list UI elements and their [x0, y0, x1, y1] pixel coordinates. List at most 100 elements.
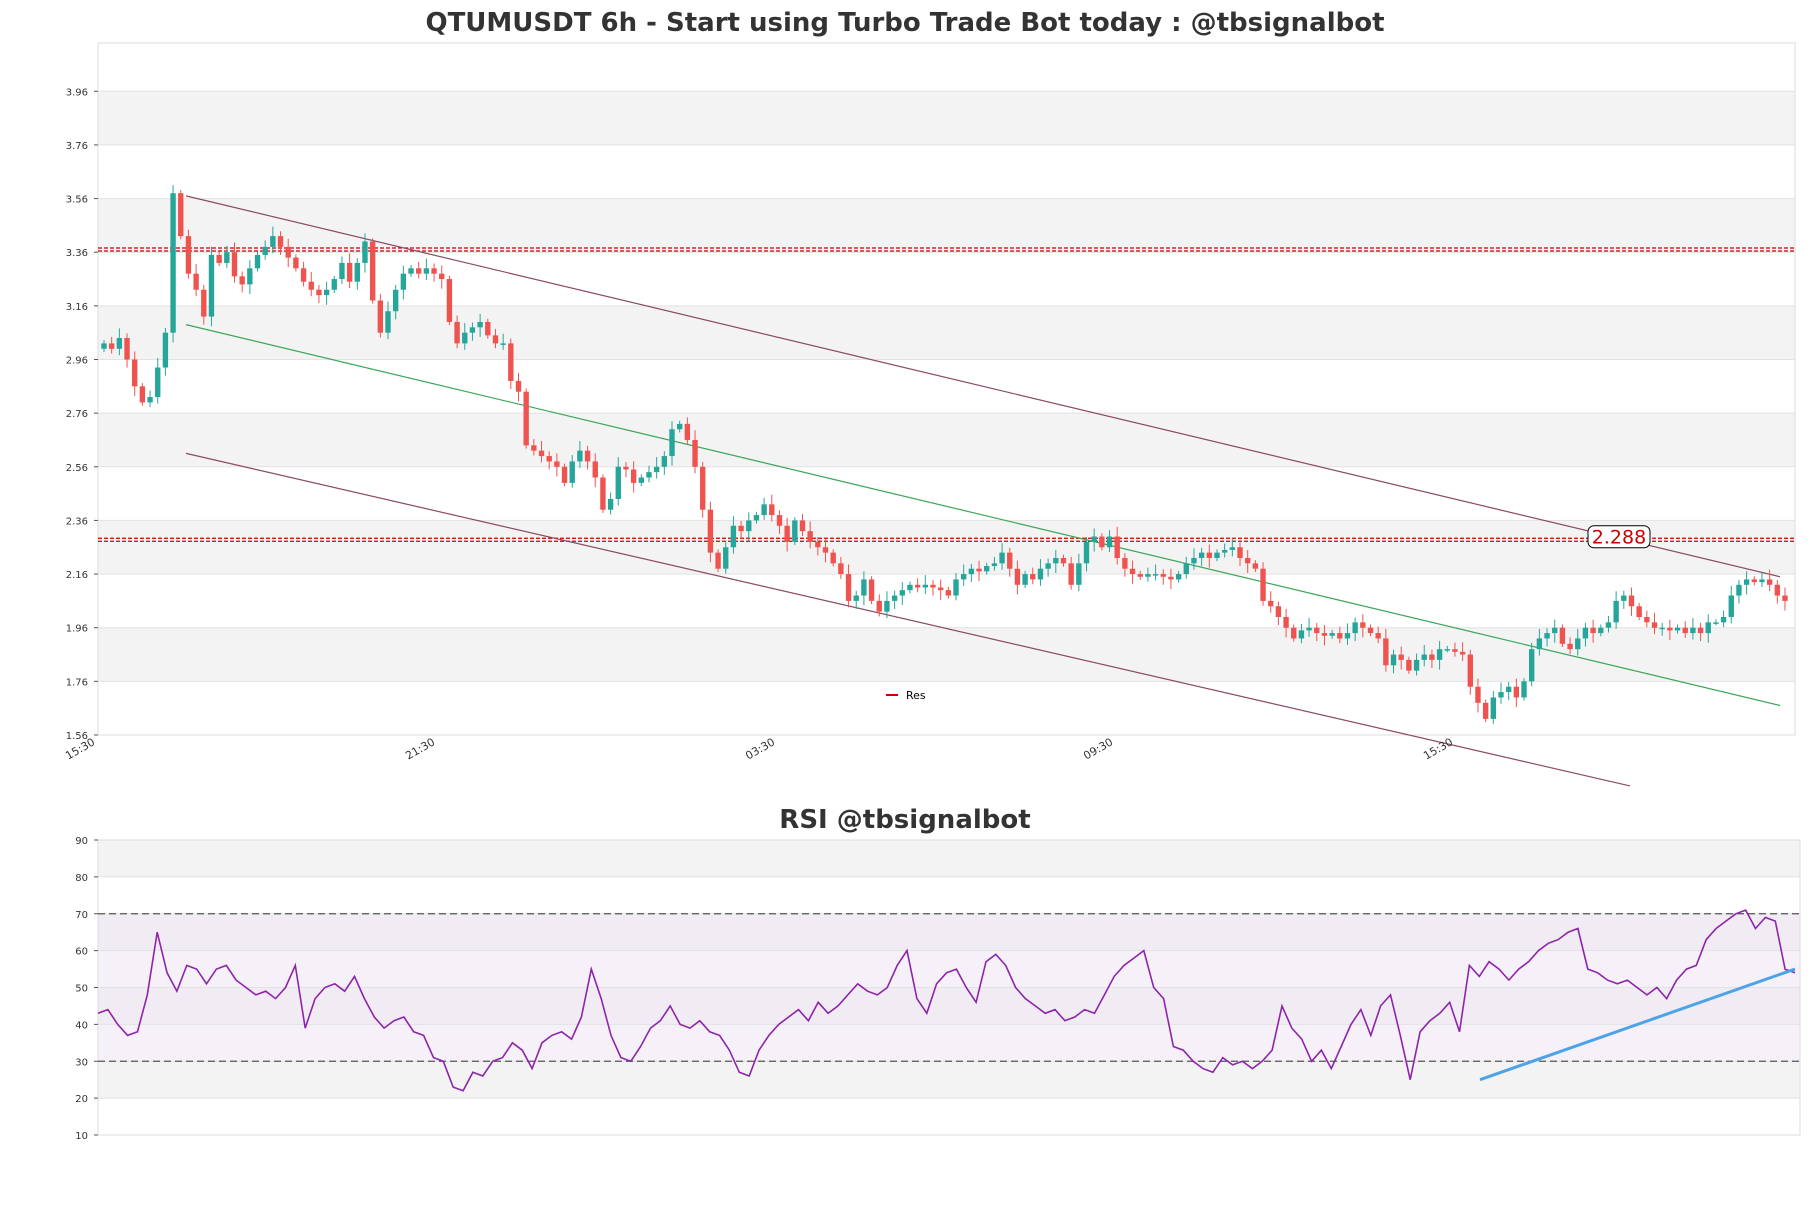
candle-body	[584, 450, 591, 462]
candle-body	[630, 469, 637, 483]
candle-body	[331, 279, 337, 290]
candle-body	[1068, 563, 1074, 585]
candle-body	[1590, 627, 1596, 634]
candle-body	[822, 547, 829, 553]
candle-body	[799, 520, 806, 532]
candle-body	[876, 600, 882, 612]
price-overlay-lines: 2.288 Res	[98, 195, 1795, 787]
candle-body	[945, 590, 952, 596]
candle-body	[1114, 536, 1120, 558]
candle-body	[1260, 568, 1266, 601]
rsi-y-tick-label: 10	[75, 1131, 88, 1142]
candle-body	[346, 262, 353, 282]
candle-body	[600, 477, 606, 510]
candle-body	[538, 450, 545, 457]
candle-body	[300, 268, 307, 282]
candle-body	[1268, 600, 1274, 607]
candle-body	[1774, 584, 1781, 596]
candle-body	[1505, 686, 1512, 693]
candle-body	[1252, 563, 1259, 569]
y-tick-label: 1.76	[66, 677, 88, 688]
candle-body	[577, 450, 583, 462]
candle-body	[316, 289, 322, 296]
candle-body	[1743, 579, 1750, 585]
rsi-y-tick-label: 50	[75, 984, 88, 995]
candle-body	[155, 367, 161, 398]
candle-body	[392, 289, 399, 312]
candle-body	[891, 595, 898, 601]
candle-body	[1007, 552, 1013, 569]
rsi-chart-title: RSI @tbsignalbot	[779, 805, 1030, 835]
channel-mid-line	[185, 324, 1781, 707]
candle-body	[185, 236, 192, 274]
candle-body	[1621, 595, 1627, 601]
candle-body	[853, 595, 859, 601]
candle-body	[531, 445, 537, 451]
candle-body	[362, 241, 368, 263]
candle-body	[454, 321, 460, 344]
candle-body	[615, 466, 621, 499]
candle-body	[1490, 697, 1497, 719]
candle-body	[1221, 549, 1228, 553]
y-tick-label: 3.36	[66, 248, 88, 259]
candle-body	[1053, 557, 1059, 564]
rsi-y-tick-label: 40	[75, 1020, 88, 1031]
y-tick-label: 2.16	[66, 570, 88, 581]
candle-body	[1245, 557, 1251, 564]
candle-body	[922, 584, 928, 588]
candle-body	[861, 579, 867, 596]
candle-body	[139, 386, 146, 403]
candle-body	[1575, 638, 1581, 650]
candle-body	[1559, 627, 1566, 644]
candle-body	[1544, 633, 1550, 639]
candle-body	[554, 461, 560, 467]
candle-body	[1383, 638, 1389, 666]
candle-body	[1060, 557, 1067, 564]
channel-upper-line	[185, 195, 1781, 578]
candle-body	[1175, 574, 1182, 580]
candle-body	[431, 268, 437, 274]
channel-lower-line	[185, 452, 1631, 787]
candle-body	[1613, 600, 1619, 623]
candle-body	[1429, 654, 1435, 660]
candle-body	[231, 252, 238, 277]
candle-body	[646, 472, 652, 478]
candle-body	[868, 579, 875, 601]
rsi-lines	[97, 909, 1800, 1092]
candle-body	[369, 241, 376, 301]
candle-body	[784, 525, 790, 542]
grid-band	[98, 627, 1795, 682]
candle-body	[1329, 633, 1335, 636]
y-tick-label: 3.16	[66, 302, 88, 313]
candle-body	[914, 584, 921, 588]
candle-body	[500, 343, 506, 345]
candle-body	[1536, 638, 1543, 650]
rsi-y-tick-label: 60	[75, 947, 88, 958]
candle-body	[469, 327, 476, 333]
candle-body	[684, 423, 691, 440]
candle-body	[1014, 568, 1021, 585]
candle-body	[884, 600, 890, 612]
candle-body	[239, 276, 245, 285]
candle-body	[1705, 622, 1711, 634]
x-tick-label: 09:30	[1081, 735, 1115, 762]
candle-body	[776, 515, 783, 526]
candle-body	[308, 281, 314, 290]
y-tick-label: 2.36	[66, 516, 88, 527]
candle-body	[845, 574, 852, 601]
candle-body	[999, 552, 1005, 564]
rsi-grid-band	[98, 1061, 1800, 1099]
candle-body	[1398, 654, 1404, 660]
grid-band	[98, 198, 1795, 253]
candle-body	[377, 300, 384, 333]
candle-body	[1129, 568, 1136, 575]
candle-body	[216, 254, 222, 263]
y-tick-label: 3.56	[66, 195, 88, 206]
candle-body	[439, 273, 445, 280]
rsi-grid-band	[98, 840, 1800, 877]
candle-body	[715, 552, 721, 569]
candle-body	[270, 236, 276, 247]
y-tick-label: 2.56	[66, 463, 88, 474]
candle-body	[1674, 627, 1681, 631]
